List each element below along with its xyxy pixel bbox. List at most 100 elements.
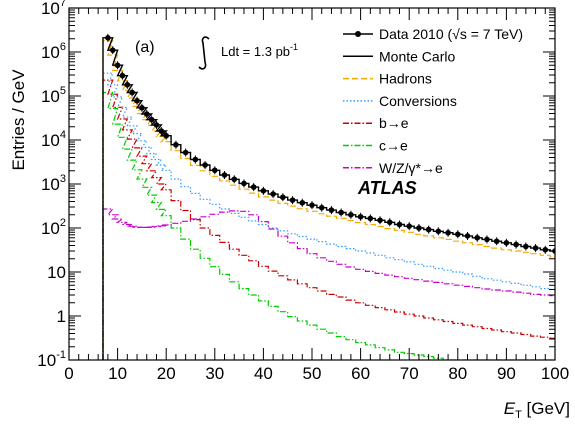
data-point [241, 180, 247, 187]
y-tick-label: 107 [41, 0, 66, 18]
data-point [318, 204, 325, 211]
data-point [134, 97, 140, 104]
data-point [182, 149, 189, 156]
data-point [221, 172, 228, 178]
data-point [435, 228, 442, 235]
legend-label: Data 2010 (√s = 7 TeV) [379, 26, 523, 42]
luminosity-value: Ldt = 1.3 pb [221, 44, 290, 59]
data-point [231, 176, 238, 183]
x-axis-title-unit: [GeV] [522, 399, 570, 418]
x-tick-label: 100 [541, 364, 569, 383]
plot-frame [68, 7, 556, 361]
tick-labels: 0 10 20 30 40 50 60 70 80 90 100 10-1 1 10 102 103 104 10… [37, 0, 569, 383]
data-point [406, 223, 413, 229]
data-point [105, 35, 111, 41]
x-tick-label: 30 [205, 364, 224, 383]
data-point [493, 238, 500, 245]
data-point [260, 188, 267, 194]
data-point [280, 194, 286, 201]
data-point [129, 89, 135, 96]
x-tick-label: 20 [157, 364, 176, 383]
data-point [202, 162, 208, 168]
data-point [425, 226, 432, 233]
data-point [270, 191, 276, 197]
data-point [386, 219, 393, 226]
x-tick-label: 70 [400, 364, 419, 383]
y-tick-label: 10-1 [37, 349, 66, 370]
data-point [377, 217, 383, 224]
y-tick-label: 103 [41, 173, 66, 194]
data-point [455, 231, 461, 238]
y-axis-title: Entries / GeV [9, 69, 28, 171]
luminosity-exponent: -1 [290, 42, 298, 52]
legend-label: W/Z/γ*→e [379, 160, 443, 176]
data-point [192, 156, 199, 163]
integral-sign-icon [198, 36, 210, 70]
data-point [139, 104, 145, 111]
data-point [464, 233, 471, 239]
x-tick-label: 90 [497, 364, 516, 383]
data-point [367, 215, 374, 222]
y-tick-label: 105 [41, 85, 66, 106]
data-point [357, 213, 364, 220]
data-point [513, 241, 519, 248]
x-tick-label: 10 [108, 364, 127, 383]
data-point [328, 207, 335, 213]
data-point [114, 62, 121, 69]
legend-label: Conversions [379, 93, 457, 109]
data-point [109, 47, 116, 53]
x-tick-label: 40 [254, 364, 273, 383]
data-point [542, 246, 549, 253]
series-line-2 [102, 40, 555, 360]
data-point [445, 229, 451, 236]
data-point [532, 245, 539, 251]
legend-label: Hadrons [379, 71, 432, 87]
data-point [416, 225, 422, 231]
data-point [348, 211, 354, 218]
x-tick-label: 50 [303, 364, 322, 383]
series-line-6 [102, 208, 555, 360]
data-point [250, 184, 257, 190]
data-point [143, 111, 150, 117]
data-point [163, 132, 169, 139]
luminosity-label: Ldt = 1.3 pb-1 [221, 42, 298, 59]
data-point [503, 240, 510, 246]
data-point [173, 141, 179, 148]
panel-label: (a) [135, 39, 155, 56]
series-layer [102, 33, 555, 360]
series-line-3 [102, 72, 555, 360]
series-line-4 [102, 79, 555, 360]
data-point [158, 128, 165, 134]
x-tick-label: 60 [351, 364, 370, 383]
data-point [484, 236, 490, 243]
data-point [289, 197, 296, 203]
data-point [148, 116, 155, 123]
legend-label: Monte Carlo [379, 48, 455, 64]
data-point [119, 72, 126, 79]
data-point [212, 167, 218, 174]
x-tick-label: 0 [64, 364, 73, 383]
y-tick-label: 106 [41, 41, 66, 62]
y-tick-label: 10 [47, 263, 66, 282]
data-point [474, 234, 481, 241]
x-axis-title: ET [GeV] [504, 399, 570, 421]
y-tick-label: 1 [57, 307, 66, 326]
data-point [299, 199, 306, 206]
data-point [523, 243, 529, 250]
y-tick-label: 102 [41, 217, 66, 238]
experiment-label: ATLAS [357, 178, 417, 198]
data-point [153, 122, 160, 128]
data-point [396, 221, 403, 228]
y-tick-label: 104 [41, 129, 66, 150]
data-point [338, 209, 344, 216]
x-axis-title-symbol: E [504, 399, 516, 418]
legend-label: c→e [379, 138, 408, 154]
legend-marker [355, 31, 361, 37]
x-tick-label: 80 [448, 364, 467, 383]
legend-label: b→e [379, 115, 409, 131]
x-axis-title-subscript: T [515, 409, 522, 421]
legend: Data 2010 (√s = 7 TeV) Monte Carlo Hadrons… [343, 26, 523, 176]
data-point [309, 202, 315, 208]
